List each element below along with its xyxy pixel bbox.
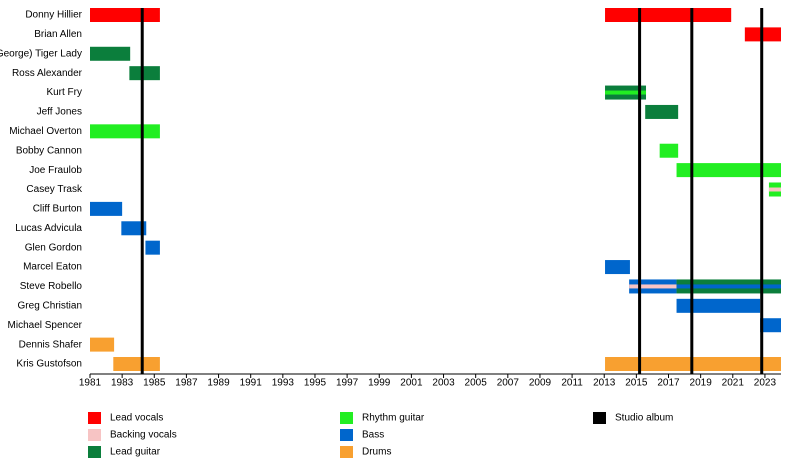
- legend-swatch: [340, 412, 353, 424]
- member-label: Michael Overton: [9, 126, 82, 137]
- bar: [605, 8, 732, 22]
- x-tick-label: 1983: [111, 378, 134, 389]
- member-label: Greg Christian: [18, 300, 82, 311]
- x-tick-label: 1995: [304, 378, 327, 389]
- bar: [645, 104, 679, 119]
- legend-swatch: [88, 412, 101, 424]
- member-label: Cliff Burton: [33, 204, 82, 215]
- x-tick-label: 2019: [690, 378, 713, 389]
- legend-label: Backing vocals: [110, 430, 177, 441]
- member-label: Glen Gordon: [25, 242, 82, 253]
- member-label: Brian Allen: [34, 29, 82, 40]
- x-tick-label: 2013: [593, 378, 616, 389]
- member-label: Lucas Advicula: [15, 223, 82, 234]
- x-tick-label: 2003: [432, 378, 455, 389]
- bar: [121, 221, 147, 236]
- member-label: Ross Alexander: [12, 68, 83, 79]
- member-label: Dennis Shafer: [19, 339, 83, 350]
- x-tick-label: 1981: [79, 378, 102, 389]
- x-tick-label: 1993: [272, 378, 295, 389]
- legend-swatch: [340, 446, 353, 458]
- legend-label: Lead vocals: [110, 413, 163, 424]
- bar: [90, 46, 131, 61]
- x-tick-label: 2009: [529, 378, 552, 389]
- bar: [676, 163, 781, 178]
- bar: [676, 298, 761, 313]
- member-label: Kris Gustofson: [16, 359, 82, 370]
- bar: [90, 8, 160, 22]
- legend-label: Rhythm guitar: [362, 413, 425, 424]
- bar: [129, 66, 160, 81]
- x-tick-label: 2005: [465, 378, 488, 389]
- x-tick-label: 2011: [561, 378, 583, 389]
- x-tick-label: 2015: [625, 378, 648, 389]
- legend-label: Studio album: [615, 413, 673, 424]
- legend-swatch: [88, 429, 101, 441]
- member-label: Michael Spencer: [8, 320, 83, 331]
- bar: [90, 201, 123, 216]
- member-label: Donny Hillier: [25, 10, 82, 21]
- member-label: Steve Robello: [20, 281, 83, 292]
- bar: [605, 260, 630, 275]
- x-tick-label: 1985: [143, 378, 166, 389]
- x-tick-label: 1987: [175, 378, 198, 389]
- bar: [659, 143, 679, 158]
- bar: [145, 240, 160, 255]
- legend-label: Lead guitar: [110, 447, 161, 458]
- x-tick-label: 2001: [400, 378, 423, 389]
- x-tick-label: 1997: [336, 378, 359, 389]
- bar-stripe: [629, 284, 677, 289]
- bar: [113, 357, 160, 371]
- member-label: Bobby Cannon: [16, 145, 82, 156]
- bar-stripe: [768, 187, 781, 192]
- legend-swatch: [340, 429, 353, 441]
- x-tick-label: 2021: [722, 378, 745, 389]
- member-label: Kurt Fry: [46, 87, 82, 98]
- member-label: Jeff Jones: [37, 107, 82, 118]
- bar-stripe: [605, 90, 647, 95]
- legend-swatch: [593, 412, 606, 424]
- member-label: (George) Tiger Lady: [0, 48, 82, 59]
- x-tick-label: 2007: [497, 378, 520, 389]
- legend-label: Bass: [362, 430, 384, 441]
- x-tick-label: 2017: [657, 378, 680, 389]
- bar-stripe: [676, 284, 781, 289]
- x-tick-label: 1999: [368, 378, 391, 389]
- x-tick-label: 2023: [754, 378, 777, 389]
- bar: [90, 124, 160, 139]
- x-tick-label: 1991: [240, 378, 263, 389]
- member-label: Joe Fraulob: [29, 165, 82, 176]
- member-label: Marcel Eaton: [23, 262, 82, 273]
- bar: [760, 318, 781, 333]
- x-tick-label: 1989: [207, 378, 230, 389]
- member-label: Casey Trask: [26, 184, 83, 195]
- legend-swatch: [88, 446, 101, 458]
- legend-label: Drums: [362, 447, 391, 458]
- bar: [90, 337, 115, 352]
